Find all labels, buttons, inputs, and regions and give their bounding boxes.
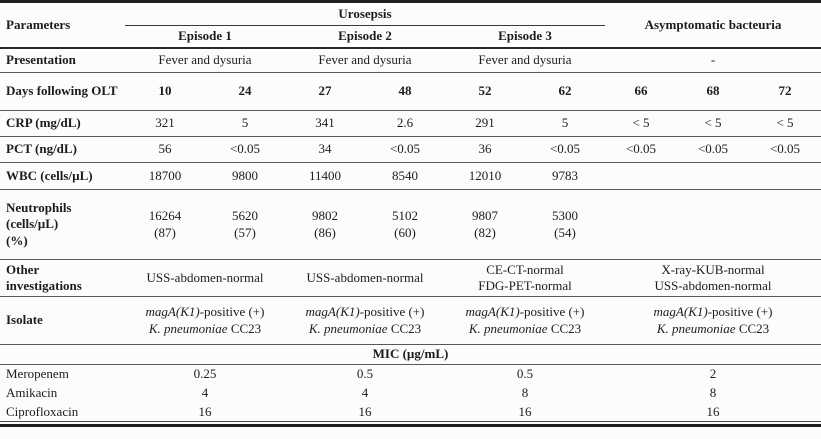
isolate-label: Isolate [0,296,125,345]
row-isolate: Isolate magA(K1)-positive (+) K. pneumon… [0,296,821,345]
header-episode-2: Episode 2 [285,25,445,49]
wbc-value: 18700 [125,162,205,190]
presentation-asymptomatic: - [605,47,821,73]
other-asymptomatic: X-ray-KUB-normal USS-abdomen-normal [605,259,821,297]
wbc-asymptomatic-empty [605,162,821,190]
pct-value: <0.05 [365,136,445,163]
amikacin-asymptomatic-mic: 8 [709,384,717,400]
days-value: 10 [125,72,205,111]
neutrophils-value: 5620 (57) [205,189,285,260]
amikacin-episode3-mic: 8 [521,384,529,400]
row-pct: PCT (ng/dL) 56 <0.05 34 <0.05 36 <0.05 <… [0,136,821,163]
ciprofloxacin-episode1-mic: 16 [198,403,212,419]
crp-value: 341 [285,110,365,137]
days-value: 62 [525,72,605,111]
row-meropenem: Meropenem 0.25 0.5 0.5 2 [0,365,821,384]
crp-value: 5 [525,110,605,137]
wbc-label: WBC (cells/µL) [0,162,125,190]
wbc-value: 8540 [365,162,445,190]
ciprofloxacin-episode2-mic: 16 [358,403,372,419]
crp-value: 321 [125,110,205,137]
pct-label: PCT (ng/dL) [0,136,125,163]
wbc-value: 9800 [205,162,285,190]
crp-value: < 5 [749,110,821,137]
header-episode-1: Episode 1 [125,25,285,49]
crp-label: CRP (mg/dL) [0,110,125,137]
other-episode2: USS-abdomen-normal [285,259,445,297]
isolate-episode1: magA(K1)-positive (+) K. pneumoniae CC23 [125,296,285,345]
days-value: 68 [677,72,749,111]
days-value: 27 [285,72,365,111]
meropenem-episode2-mic: 0.5 [356,366,374,382]
row-mic-header: MIC (µg/mL) [0,344,821,365]
header-urosepsis: Urosepsis [125,1,605,26]
wbc-value: 11400 [285,162,365,190]
pct-value: <0.05 [677,136,749,163]
crp-value: < 5 [605,110,677,137]
row-amikacin: Amikacin 4 4 8 8 [0,384,821,403]
crp-value: 2.6 [365,110,445,137]
row-crp: CRP (mg/dL) 321 5 341 2.6 291 5 < 5 < 5 … [0,110,821,137]
crp-value: 5 [205,110,285,137]
wbc-value: 9783 [525,162,605,190]
clinical-episodes-table: Parameters Urosepsis Asymptomatic bacteu… [0,0,821,422]
pct-value: <0.05 [525,136,605,163]
ciprofloxacin-asymptomatic-mic: 16 [706,403,720,419]
isolate-episode2: magA(K1)-positive (+) K. pneumoniae CC23 [285,296,445,345]
pct-value: 56 [125,136,205,163]
row-ciprofloxacin: Ciprofloxacin 16 16 16 16 [0,403,821,422]
row-neutrophils: Neutrophils (cells/µL) (%) 16264 (87) 562… [0,189,821,260]
pct-value: <0.05 [605,136,677,163]
presentation-label: Presentation [0,47,125,73]
meropenem-episode1-mic: 0.25 [193,366,217,382]
row-wbc: WBC (cells/µL) 18700 9800 11400 8540 120… [0,162,821,190]
header-episode-3: Episode 3 [445,25,605,49]
neutrophils-value: 9802 (86) [285,189,365,260]
days-value: 48 [365,72,445,111]
wbc-value: 12010 [445,162,525,190]
isolate-episode3: magA(K1)-positive (+) K. pneumoniae CC23 [445,296,605,345]
row-presentation: Presentation Fever and dysuria Fever and… [0,47,821,73]
isolate-asymptomatic: magA(K1)-positive (+) K. pneumoniae CC23 [605,296,821,345]
days-label: Days following OLT [0,72,125,111]
crp-value: 291 [445,110,525,137]
presentation-episode3: Fever and dysuria [445,47,605,73]
amikacin-episode1-mic: 4 [201,384,209,400]
other-investigations-label: Other investigations [0,259,125,297]
pct-value: 34 [285,136,365,163]
neutrophils-value: 16264 (87) [125,189,205,260]
neutrophils-value: 5102 (60) [365,189,445,260]
other-episode3: CE-CT-normal FDG-PET-normal [445,259,605,297]
mic-section-header: MIC (µg/mL) [0,344,821,365]
neutrophils-asymptomatic-empty [605,189,821,260]
ciprofloxacin-label: Ciprofloxacin [6,403,79,419]
meropenem-episode3-mic: 0.5 [516,366,534,382]
pct-value: 36 [445,136,525,163]
days-value: 52 [445,72,525,111]
presentation-episode1: Fever and dysuria [125,47,285,73]
header-parameters: Parameters [0,1,125,49]
other-episode1: USS-abdomen-normal [125,259,285,297]
header-asymptomatic-bacteuria: Asymptomatic bacteuria [605,1,821,49]
row-days-following-olt: Days following OLT 10 24 27 48 52 62 66 … [0,72,821,111]
meropenem-asymptomatic-mic: 2 [709,366,717,382]
row-other-investigations: Other investigations USS-abdomen-normal … [0,259,821,297]
neutrophils-value: 9807 (82) [445,189,525,260]
amikacin-label: Amikacin [6,384,58,400]
bottom-thick-rule [0,424,821,427]
pct-value: <0.05 [205,136,285,163]
days-value: 24 [205,72,285,111]
ciprofloxacin-episode3-mic: 16 [518,403,532,419]
presentation-episode2: Fever and dysuria [285,47,445,73]
neutrophils-label: Neutrophils (cells/µL) (%) [0,189,125,260]
neutrophils-value: 5300 (54) [525,189,605,260]
pct-value: <0.05 [749,136,821,163]
meropenem-label: Meropenem [6,366,69,382]
days-value: 72 [749,72,821,111]
amikacin-episode2-mic: 4 [361,384,369,400]
days-value: 66 [605,72,677,111]
crp-value: < 5 [677,110,749,137]
